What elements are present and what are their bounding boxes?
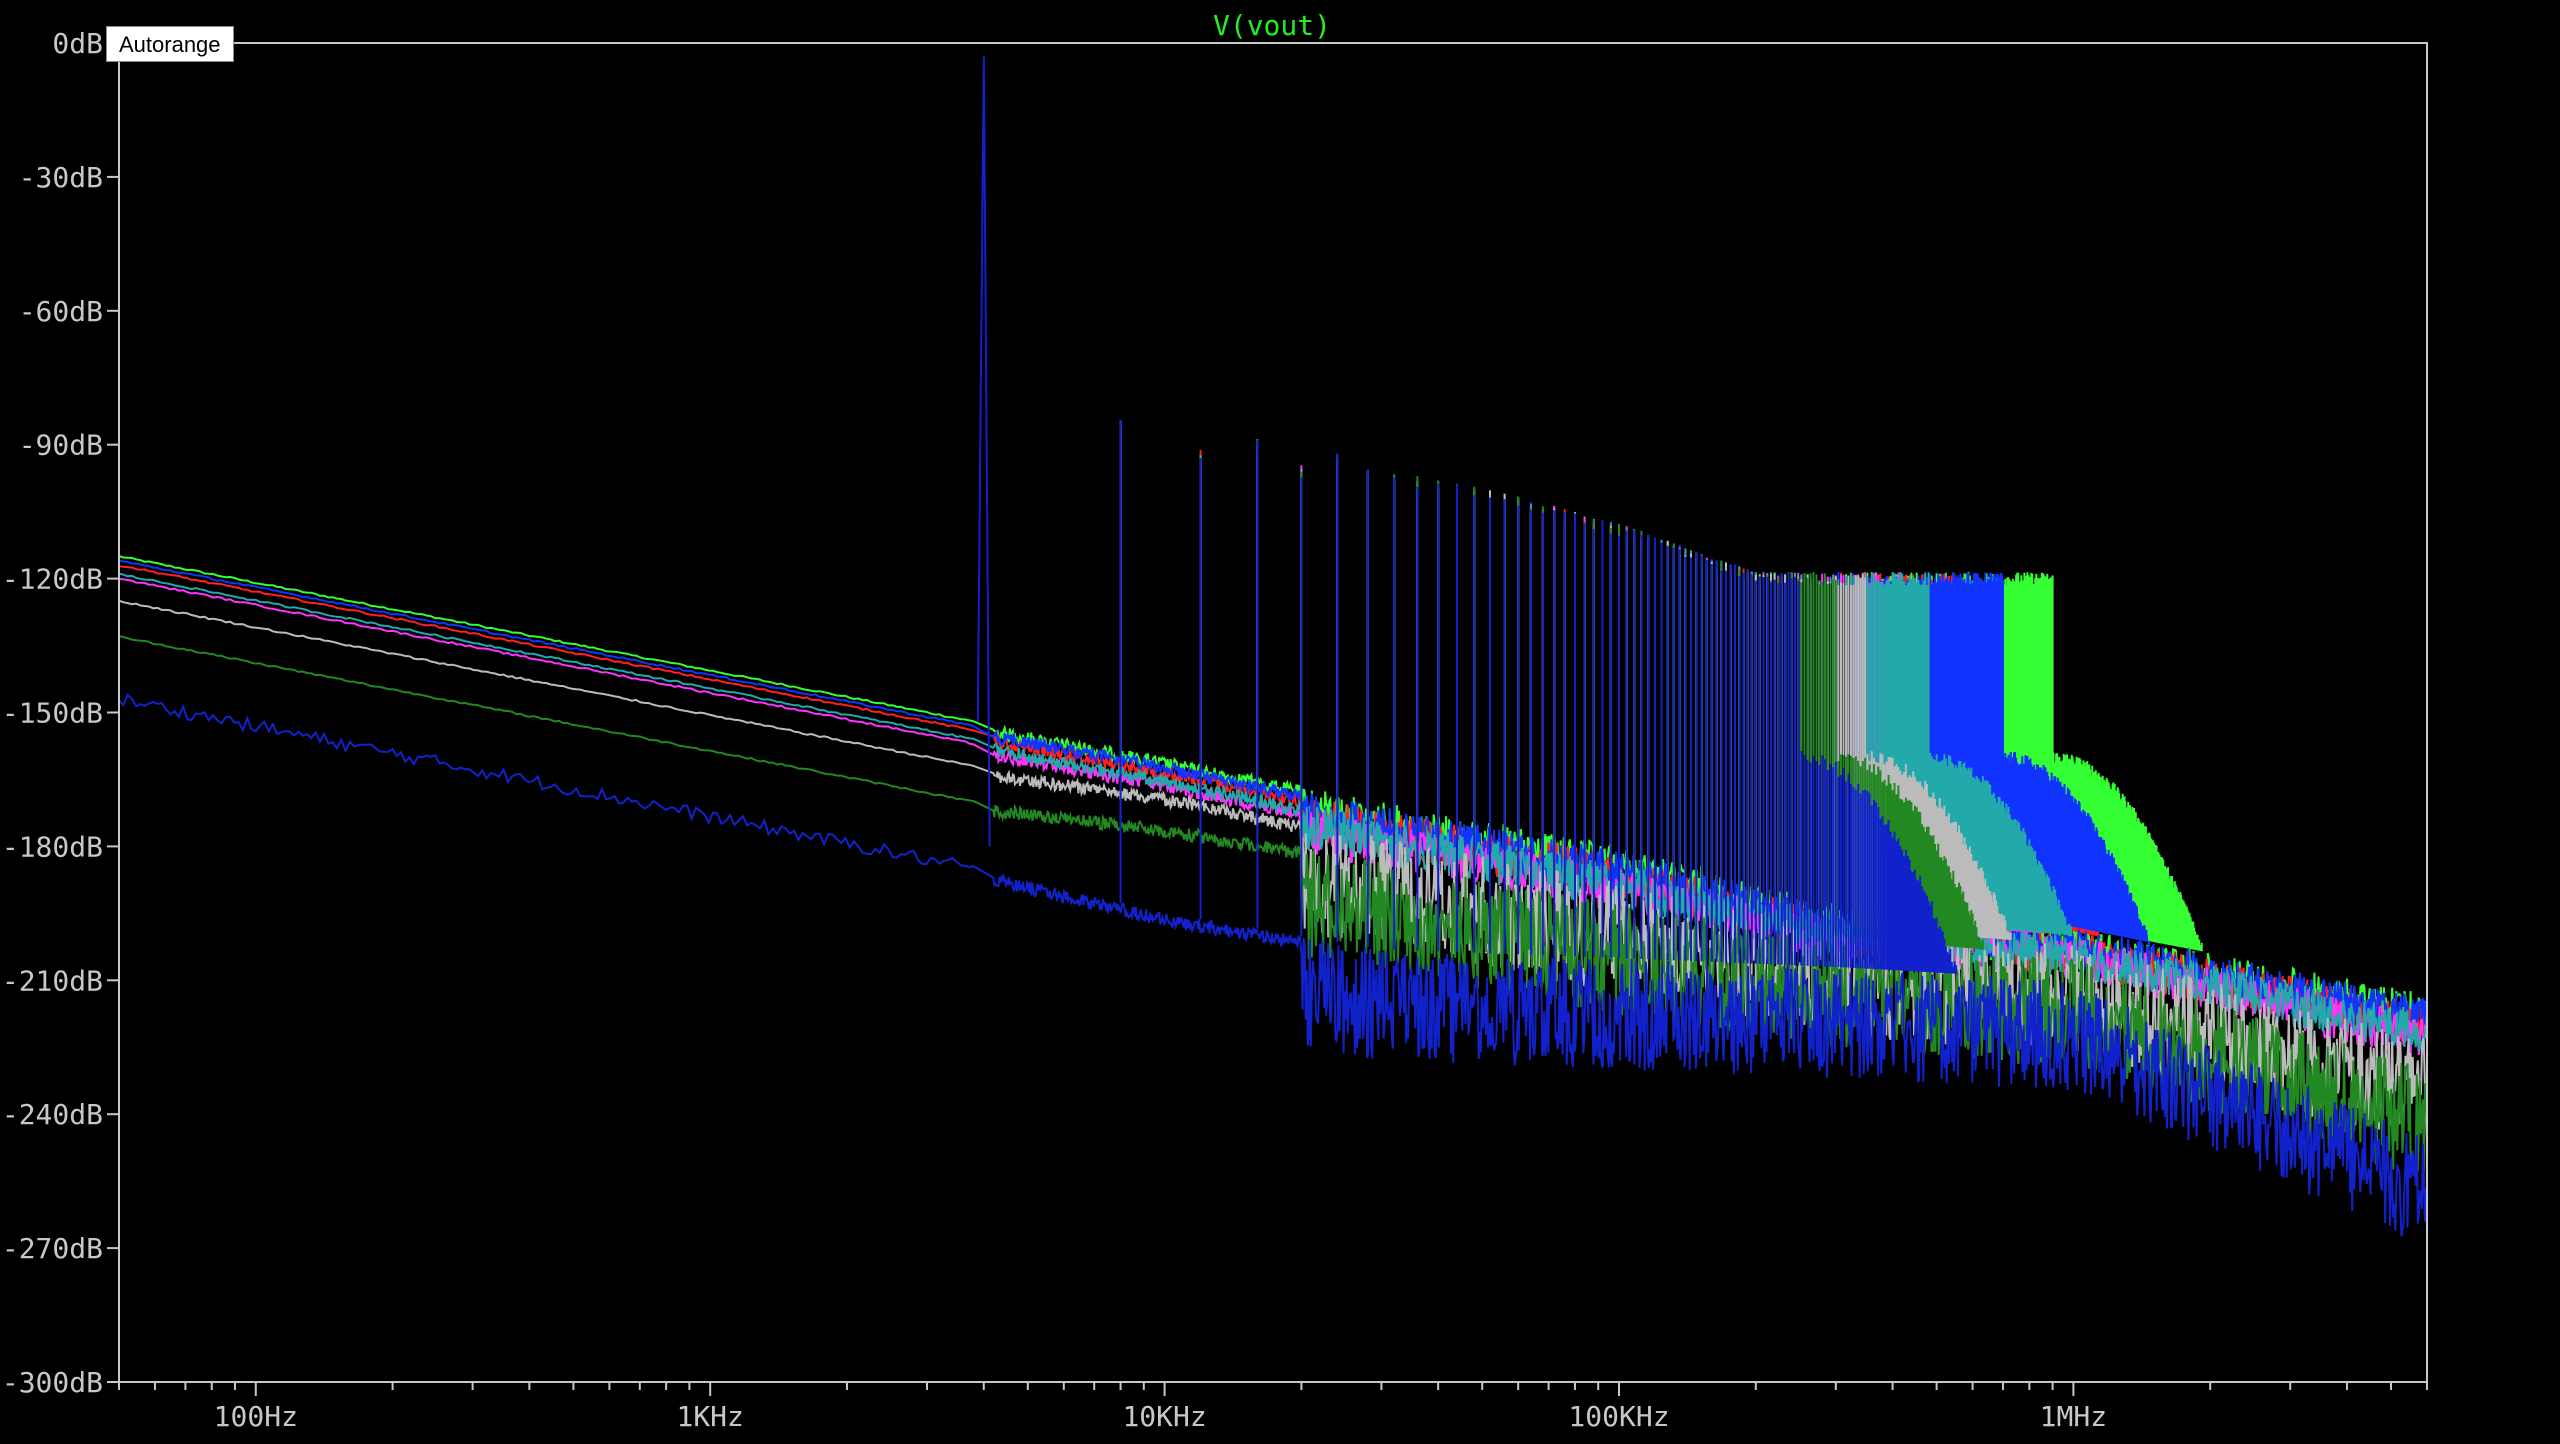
y-tick-label: -210dB <box>2 964 103 997</box>
x-tick-label: 100Hz <box>214 1400 298 1433</box>
y-tick-label: -240dB <box>2 1098 103 1131</box>
chart-title: V(vout) <box>1213 9 1331 42</box>
autorange-button[interactable]: Autorange <box>106 26 234 62</box>
series-8 <box>118 421 2428 1237</box>
x-tick-label: 1KHz <box>676 1400 743 1433</box>
y-tick-label: -90dB <box>19 429 103 462</box>
y-tick-label: -180dB <box>2 830 103 863</box>
y-tick-label: -150dB <box>2 697 103 730</box>
y-tick-label: 0dB <box>52 27 103 60</box>
x-tick-label: 1MHz <box>2040 1400 2107 1433</box>
series-6-floor <box>118 599 2428 1140</box>
y-tick-label: -30dB <box>19 161 103 194</box>
y-tick-label: -270dB <box>2 1232 103 1265</box>
y-axis: 0dB -30dB -60dB -90dB -120dB -150dB -180dB -210… <box>2 27 119 1399</box>
y-tick-label: -60dB <box>19 295 103 328</box>
x-axis: 100Hz 1KHz 10KHz 100KHz 1MHz <box>118 1382 2428 1433</box>
x-tick-label: 100KHz <box>1568 1400 1669 1433</box>
plot-frame <box>118 42 2428 1383</box>
series-layer <box>118 56 2428 1237</box>
fundamental-peak <box>976 56 991 847</box>
x-tick-label: 10KHz <box>1122 1400 1206 1433</box>
y-tick-label: -300dB <box>2 1366 103 1399</box>
series-8-harmonics <box>1119 421 1959 975</box>
y-tick-label: -120dB <box>2 563 103 596</box>
series-8-floor <box>118 693 2428 1237</box>
